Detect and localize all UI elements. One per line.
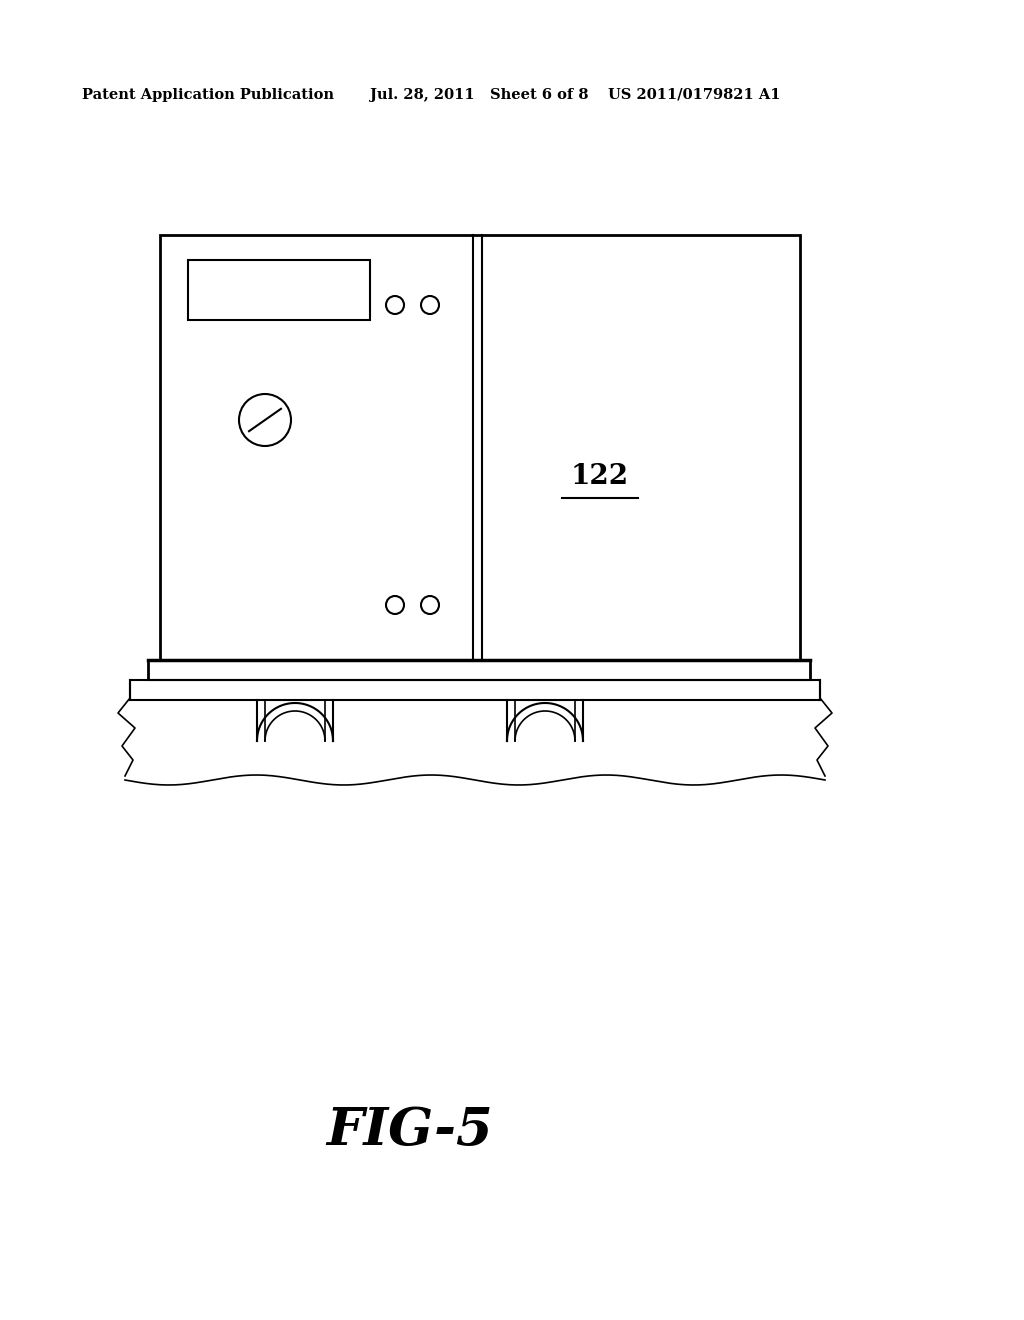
Circle shape — [421, 597, 439, 614]
Bar — [148, 660, 810, 680]
Text: 122: 122 — [571, 463, 629, 490]
Text: Jul. 28, 2011   Sheet 6 of 8: Jul. 28, 2011 Sheet 6 of 8 — [370, 88, 589, 102]
Text: FIG-5: FIG-5 — [327, 1105, 493, 1155]
Circle shape — [386, 296, 404, 314]
Circle shape — [239, 393, 291, 446]
Circle shape — [386, 597, 404, 614]
Text: Patent Application Publication: Patent Application Publication — [82, 88, 334, 102]
Bar — [160, 235, 800, 660]
Text: US 2011/0179821 A1: US 2011/0179821 A1 — [608, 88, 780, 102]
Circle shape — [421, 296, 439, 314]
Bar — [130, 680, 820, 700]
Bar — [188, 260, 370, 319]
